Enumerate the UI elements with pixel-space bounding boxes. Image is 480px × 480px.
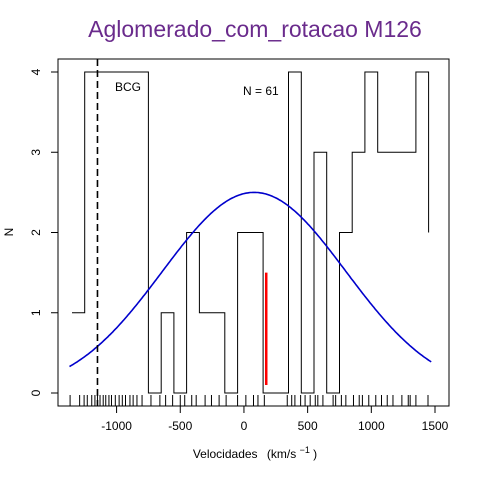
- x-tick-label: 0: [241, 419, 248, 433]
- histogram-step-line: [72, 71, 430, 394]
- x-tick-label: 500: [298, 419, 318, 433]
- histogram: [72, 71, 430, 394]
- x-axis-label-unit: (km/s: [267, 447, 296, 461]
- gaussian-fit: [69, 191, 432, 368]
- x-tick-label: -1000: [101, 419, 132, 433]
- gaussian-curve: [69, 191, 432, 368]
- x-axis-label: Velocidades (km/s −1 ): [193, 442, 317, 461]
- x-tick-label: 1500: [422, 419, 449, 433]
- n-count-label: N = 61: [243, 84, 279, 98]
- velocity-rug: [69, 395, 429, 406]
- x-axis-label-exponent: −1: [300, 445, 310, 455]
- y-tick-label: 1: [29, 309, 43, 316]
- y-tick-label: 4: [29, 68, 43, 75]
- x-axis-label-close: ): [313, 447, 317, 461]
- markers: [96, 59, 268, 406]
- x-axis: -1000 -500 0 500 1000 1500: [101, 405, 449, 433]
- y-tick-label: 0: [29, 389, 43, 396]
- y-tick-label: 3: [29, 149, 43, 156]
- x-tick-label: 1000: [358, 419, 385, 433]
- bcg-label: BCG: [115, 80, 141, 94]
- y-tick-label: 2: [29, 229, 43, 236]
- y-axis: 0 1 2 3 4: [29, 68, 59, 396]
- y-axis-label: N: [2, 228, 16, 237]
- x-axis-label-text: Velocidades: [193, 447, 258, 461]
- chart-title: Aglomerado_com_rotacao M126: [88, 16, 422, 42]
- x-tick-label: -500: [168, 419, 192, 433]
